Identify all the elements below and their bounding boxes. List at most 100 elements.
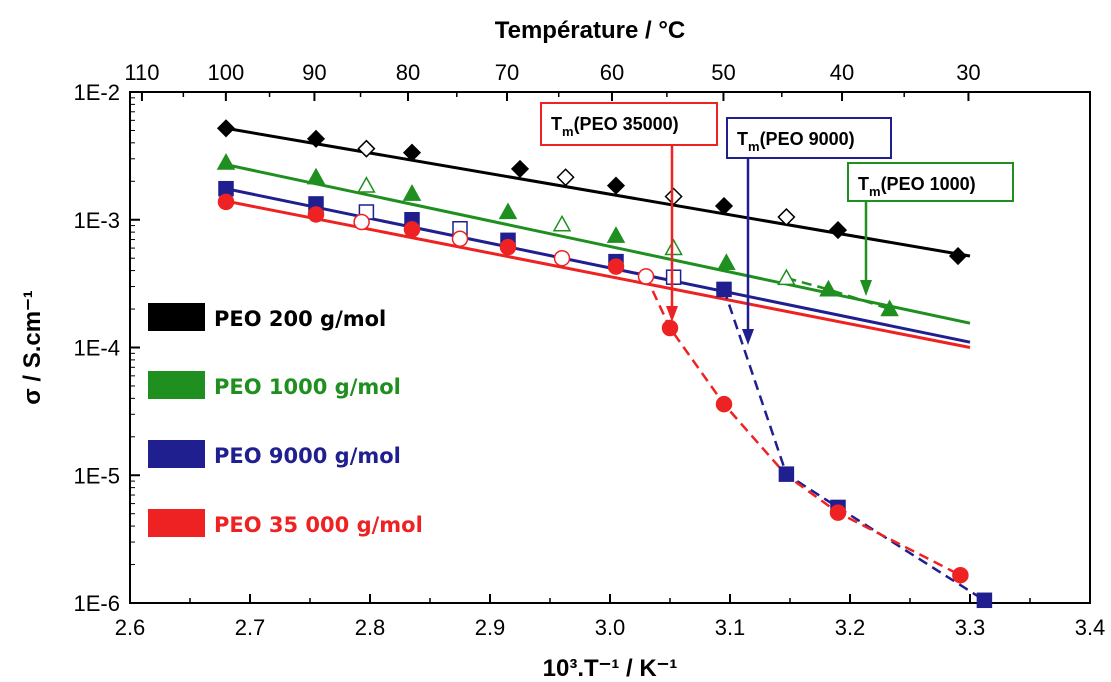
series-1-point: [880, 299, 899, 317]
series-0-open-point: [777, 207, 796, 227]
series-2-open-point: [665, 269, 682, 285]
x-tick-label: 2.6: [115, 615, 146, 640]
legend-item-2: PEO 9000 g/mol: [148, 440, 401, 468]
series-3-open-point: [553, 249, 571, 267]
tm-box: [540, 102, 718, 146]
tm-label: Tm(PEO 9000): [737, 129, 855, 154]
dashed-connector-1: [786, 276, 890, 311]
series-0-point: [402, 143, 422, 162]
series-0-point: [606, 176, 626, 195]
legend-label: PEO 9000 g/mol: [214, 444, 401, 468]
y-tick-label: 1E-2: [74, 80, 120, 105]
dashed-connector-2: [722, 289, 986, 602]
tm-arrow-head: [666, 306, 678, 322]
series-2-point: [778, 466, 795, 482]
y-tick-label: 1E-3: [74, 208, 120, 233]
tm-box: [847, 162, 1014, 202]
series-3-open-point: [451, 230, 469, 248]
x-tick-label: 2.7: [235, 615, 266, 640]
legend-swatch: [148, 371, 205, 399]
series-1-point: [306, 167, 326, 185]
series-1-point: [717, 253, 736, 270]
tm-t: T: [551, 114, 562, 134]
series-0-point: [948, 246, 968, 266]
y-axis-title: σ / S.cm⁻¹: [19, 290, 46, 404]
y-tick-label: 1E-5: [74, 463, 120, 488]
legend-swatch: [148, 440, 205, 468]
series-0-point: [216, 119, 236, 138]
series-3-point: [952, 566, 969, 584]
tm-sub: m: [748, 139, 760, 154]
series-3-point: [307, 206, 325, 223]
tm-rest: (PEO 35000): [574, 114, 679, 134]
series-1-open-point: [357, 176, 376, 193]
legend-swatch: [148, 303, 205, 331]
dashed-connector-3: [644, 275, 961, 577]
legend-label: PEO 1000 g/mol: [214, 375, 401, 399]
series-1-point: [819, 279, 838, 297]
tm-sub: m: [869, 184, 881, 199]
series-3-open-point: [637, 268, 655, 285]
series-1-open-point: [664, 238, 683, 256]
top-tick-label: 70: [495, 60, 519, 85]
tm-t: T: [858, 174, 869, 194]
tm-label: Tm(PEO 1000): [858, 174, 976, 199]
legend-item-1: PEO 1000 g/mol: [148, 371, 401, 399]
series-2-point: [716, 281, 732, 298]
top-axis-title: Température / °C: [495, 17, 686, 44]
top-tick-label: 90: [302, 60, 326, 85]
fit-line-0: [225, 126, 971, 258]
series-3-point: [829, 504, 847, 521]
series-3-open-point: [353, 213, 370, 231]
top-tick-label: 80: [396, 60, 420, 85]
top-tick-label: 100: [208, 60, 245, 85]
top-tick-label: 50: [711, 60, 735, 85]
series-0-open-point: [664, 187, 683, 206]
legend-item-0: PEO 200 g/mol: [148, 303, 386, 331]
tm-t: T: [737, 129, 748, 149]
tm-box: [726, 117, 892, 159]
series-0-open-point: [357, 139, 376, 158]
legend-label: PEO 35 000 g/mol: [214, 513, 423, 537]
x-tick-label: 3.4: [1075, 615, 1106, 640]
x-tick-label: 3.2: [835, 615, 866, 640]
series-0-point: [306, 129, 326, 148]
series-0-point: [510, 159, 530, 178]
x-axis-title: 10³.T⁻¹ / K⁻¹: [543, 655, 678, 682]
series-2-point: [218, 180, 234, 197]
series-1-point: [606, 226, 626, 243]
x-tick-label: 3.0: [595, 615, 626, 640]
legend-item-3: PEO 35 000 g/mol: [148, 509, 423, 537]
legend-swatch: [148, 509, 205, 537]
series-1-point: [402, 184, 422, 201]
y-tick-label: 1E-6: [74, 591, 120, 616]
series-0-point: [828, 221, 848, 240]
y-tick-label: 1E-4: [74, 336, 120, 361]
series-3-point: [403, 221, 421, 238]
series-3-point: [217, 193, 235, 211]
tm-annotation-1: Tm(PEO 9000): [726, 117, 892, 345]
series-3-point: [607, 258, 625, 275]
top-tick-label: 40: [830, 60, 854, 85]
tm-arrow-head: [860, 280, 872, 296]
tm-rest: (PEO 9000): [760, 129, 855, 149]
series-1-open-point: [777, 268, 796, 286]
top-tick-label: 30: [956, 60, 980, 85]
tm-label: Tm(PEO 35000): [551, 114, 679, 139]
tm-annotation-2: Tm(PEO 1000): [847, 162, 1014, 296]
series-1-point: [498, 202, 518, 220]
fit-line-2: [225, 187, 971, 344]
legend-label: PEO 200 g/mol: [214, 307, 386, 331]
series-0-point: [714, 196, 734, 216]
tm-arrow-head: [742, 329, 754, 345]
x-tick-label: 2.8: [355, 615, 386, 640]
tm-rest: (PEO 1000): [881, 174, 976, 194]
tm-annotation-0: Tm(PEO 35000): [540, 102, 718, 322]
series-2-point: [976, 592, 993, 609]
series-3-point: [499, 238, 517, 256]
x-tick-label: 3.3: [955, 615, 986, 640]
series-0-open-point: [556, 168, 575, 187]
top-tick-label: 60: [600, 60, 624, 85]
fit-line-3: [225, 199, 971, 349]
